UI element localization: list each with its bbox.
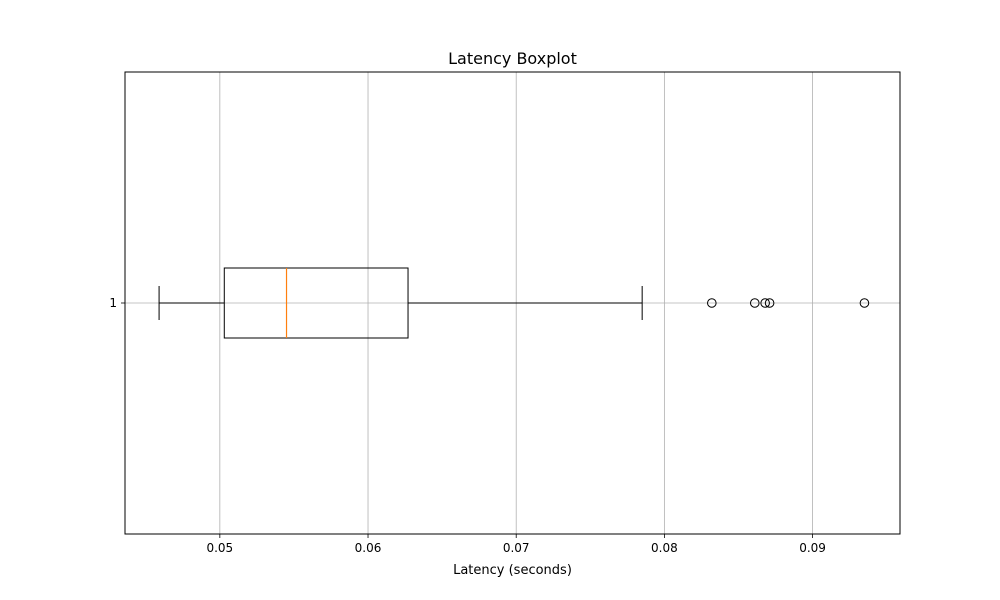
outlier-point [764, 298, 775, 308]
outlier-point [760, 298, 770, 308]
iqr-box [223, 267, 409, 339]
y-axis-ticks: 1 [109, 296, 125, 310]
x-axis-ticks: 0.05 0.06 0.07 0.08 0.09 [206, 534, 826, 555]
x-tick-label: 0.09 [799, 541, 826, 555]
x-tick-label: 0.06 [355, 541, 382, 555]
outlier-point [707, 298, 717, 308]
x-axis-label: Latency (seconds) [453, 563, 572, 578]
x-tick-label: 0.07 [503, 541, 530, 555]
chart-title: Latency Boxplot [448, 49, 577, 68]
outlier-point [749, 298, 760, 308]
x-tick-label: 0.05 [206, 541, 233, 555]
box-layer [158, 267, 870, 339]
outlier-point [859, 298, 870, 308]
y-tick-label: 1 [109, 296, 117, 310]
x-tick-label: 0.08 [651, 541, 678, 555]
